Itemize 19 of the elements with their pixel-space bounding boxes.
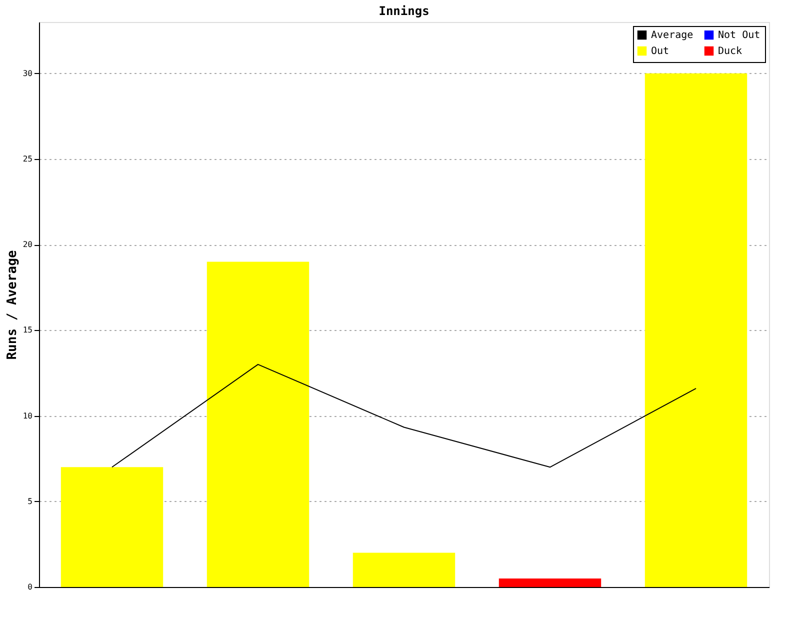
y-tick-label: 15 (22, 326, 33, 335)
y-tick-label: 10 (22, 411, 33, 420)
line-series (112, 364, 696, 468)
legend-label: Average (651, 30, 694, 42)
legend-label: Out (651, 46, 670, 57)
bar (352, 552, 456, 587)
y-tick-label: 0 (28, 582, 33, 592)
y-tick-label: 20 (22, 240, 33, 250)
bar (60, 467, 164, 587)
y-tick-label: 25 (22, 154, 33, 164)
bar (206, 262, 310, 587)
y-axis-title: Runs / Average (4, 250, 20, 360)
chart-title: Innings (378, 4, 430, 18)
y-tick-label: 30 (22, 68, 33, 78)
y-tick-label: 5 (28, 496, 33, 506)
bar (498, 578, 602, 587)
legend-label: Not Out (718, 30, 760, 42)
legend-label: Duck (718, 46, 742, 57)
bar (644, 73, 748, 587)
